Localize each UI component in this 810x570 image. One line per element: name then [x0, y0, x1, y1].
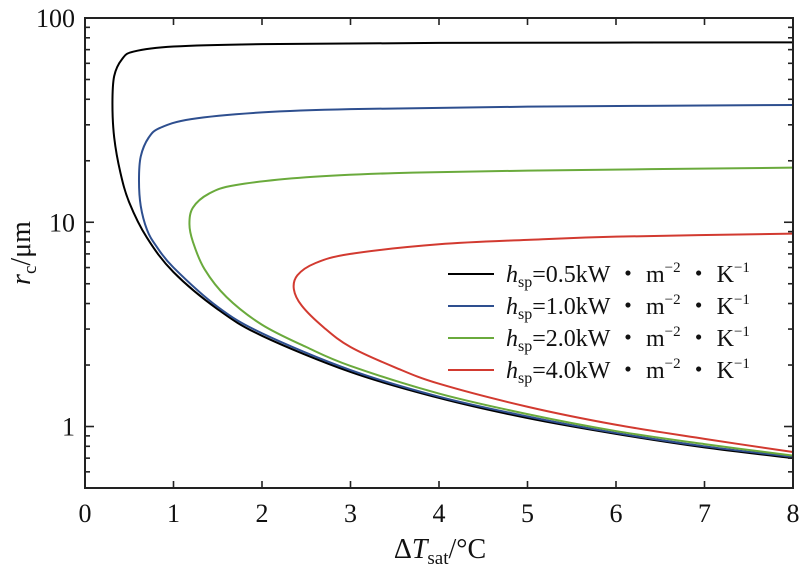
legend-entry-part: ・ K [681, 326, 735, 352]
series-line-1 [111, 41, 793, 460]
legend-entry-part: h [506, 294, 518, 320]
legend-entry-part: sp [518, 338, 532, 355]
y-tick-label: 10 [49, 208, 75, 237]
legend-entry-part: −1 [734, 324, 750, 340]
legend-entry-part: ・ K [681, 358, 735, 384]
series-line-3 [188, 166, 793, 457]
legend-entry-part: sp [518, 370, 532, 387]
legend-entry-part: −2 [665, 356, 681, 372]
legend-entry-part: sp [518, 306, 532, 323]
x-tick-label: 7 [698, 499, 711, 528]
x-axis-label-symbol: Δ [394, 534, 412, 565]
legend-entry-part: −1 [734, 292, 750, 308]
axis-ticks: 0 1 2 3 4 5 6 7 8 1 10 100 [36, 4, 800, 528]
y-tick-label: 100 [36, 4, 75, 33]
legend-entry-part: sp [518, 274, 532, 291]
y-axis-label-unit: /μm [6, 221, 37, 266]
legend-entry-part: =1.0kW ・ m [532, 294, 665, 320]
legend-entry-part: h [506, 326, 518, 352]
series-line-4 [292, 232, 793, 454]
x-tick-label: 5 [521, 499, 534, 528]
legend-entry-part: −2 [665, 324, 681, 340]
x-axis-label-unit: /°C [449, 534, 487, 565]
legend-entry-part: ・ K [681, 262, 735, 288]
legend-entry-part: ・ K [681, 294, 735, 320]
legend-entry-part: −2 [665, 292, 681, 308]
x-tick-label: 1 [167, 499, 180, 528]
legend-entry-3: hsp=2.0kW ・ m−2 ・ K−1 [506, 324, 750, 355]
legend-entry-part: h [506, 262, 518, 288]
legend-entry-part: −1 [734, 356, 750, 372]
legend-entry-part: −1 [734, 260, 750, 276]
legend-entry-4: hsp=4.0kW ・ m−2 ・ K−1 [506, 356, 750, 387]
legend-entry-part: h [506, 358, 518, 384]
y-axis-label-sub: c [20, 266, 41, 274]
legend-entry-part: =0.5kW ・ m [532, 262, 665, 288]
x-tick-label: 8 [787, 499, 800, 528]
x-tick-label: 3 [344, 499, 357, 528]
legend-entry-part: −2 [665, 260, 681, 276]
y-tick-label: 1 [62, 413, 75, 442]
series-line-2 [137, 104, 793, 458]
x-tick-label: 0 [79, 499, 92, 528]
legend-entry-part: =2.0kW ・ m [532, 326, 665, 352]
x-tick-label: 6 [610, 499, 623, 528]
x-axis-label: ΔTsat/°C [394, 534, 486, 569]
y-axis-label-italic: r [6, 274, 37, 285]
plot-frame [84, 17, 794, 489]
plot-area [111, 41, 793, 460]
x-axis-label-italic: T [412, 534, 430, 565]
x-tick-label: 4 [433, 499, 446, 528]
legend-entry-1: hsp=0.5kW ・ m−2 ・ K−1 [506, 260, 750, 291]
legend-entry-part: =4.0kW ・ m [532, 358, 665, 384]
x-axis-label-sub: sat [427, 548, 449, 569]
legend-entry-2: hsp=1.0kW ・ m−2 ・ K−1 [506, 292, 750, 323]
x-tick-label: 2 [256, 499, 269, 528]
y-axis-label: rc/μm [6, 221, 41, 285]
